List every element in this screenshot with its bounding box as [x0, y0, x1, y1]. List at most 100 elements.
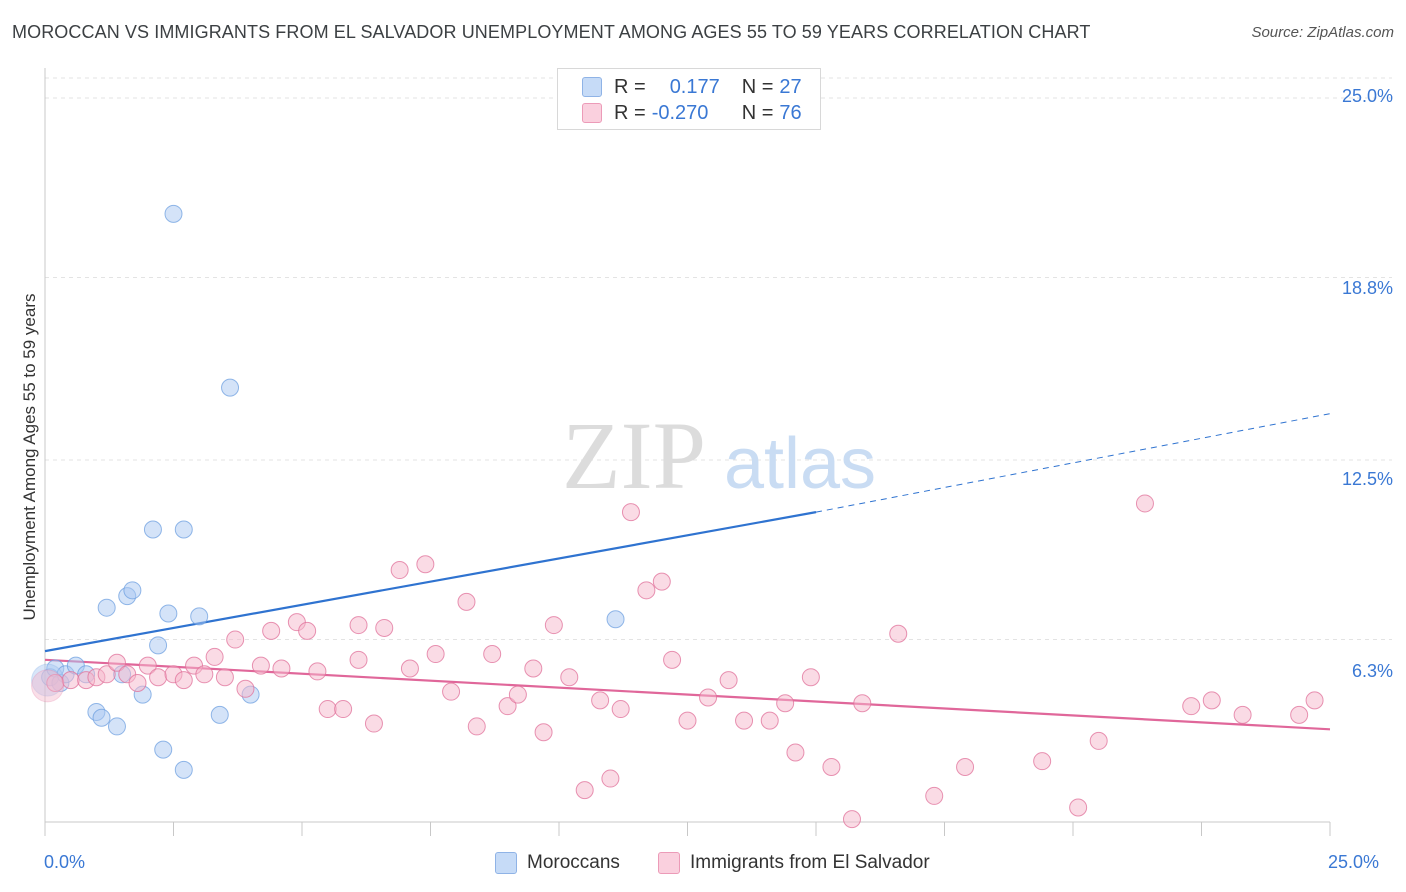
data-point [298, 621, 317, 640]
x-tick-0: 0.0% [44, 852, 86, 872]
data-point [601, 769, 620, 788]
data-point [318, 700, 337, 719]
data-point [822, 757, 841, 776]
data-point [467, 717, 486, 736]
data-point [1305, 691, 1324, 710]
axes [44, 68, 1331, 836]
legend-label-el-salvador: Immigrants from El Salvador [690, 852, 930, 873]
data-point [925, 786, 944, 805]
watermark: ZIP atlas [562, 402, 876, 509]
legend-n-value: 76 [779, 101, 802, 124]
data-point [97, 598, 116, 617]
data-point [524, 659, 543, 678]
y-tick-25: 25.0% [1341, 86, 1393, 106]
legend-n-label: N = [741, 75, 774, 98]
legend-n-value: 27 [779, 75, 802, 98]
data-point [426, 645, 445, 664]
x-tick-25: 25.0% [1328, 852, 1380, 872]
data-point [107, 717, 126, 736]
legend-r-label: R = [614, 75, 646, 98]
watermark-atlas: atlas [724, 424, 876, 504]
data-point [621, 503, 640, 522]
data-point [483, 645, 502, 664]
y-tick-12-5: 12.5% [1341, 469, 1393, 489]
data-point [760, 711, 779, 730]
legend-item-el-salvador: Immigrants from El Salvador [658, 852, 930, 874]
data-point [575, 781, 594, 800]
data-point [61, 671, 80, 690]
data-point [560, 668, 579, 687]
data-point [611, 700, 630, 719]
legend-swatch-pink [658, 852, 680, 874]
data-point [138, 656, 157, 675]
y-tick-18-8: 18.8% [1341, 278, 1393, 298]
data-point [92, 708, 111, 727]
data-point [735, 711, 754, 730]
data-point [678, 711, 697, 730]
legend-swatch-pink [582, 103, 602, 123]
series-legend: Moroccans Immigrants from El Salvador [0, 852, 1406, 878]
data-point [652, 572, 671, 591]
data-point [457, 592, 476, 611]
data-point [416, 555, 435, 574]
data-point [637, 581, 656, 600]
data-point [544, 616, 563, 635]
data-point [1182, 697, 1201, 716]
grid-lines [45, 77, 1392, 641]
legend-row-el-salvador: R = -0.270 N = 76 [582, 101, 802, 125]
data-point [149, 636, 168, 655]
data-point [349, 650, 368, 669]
data-point [221, 378, 240, 397]
watermark-zip: ZIP [562, 402, 706, 509]
legend-label-moroccans: Moroccans [527, 852, 620, 873]
data-point [508, 685, 527, 704]
trend-line-extension [815, 413, 1331, 513]
data-point [143, 520, 162, 539]
data-point [31, 669, 65, 703]
legend-row-moroccans: R = 0.177 N = 27 [582, 75, 802, 99]
legend-item-moroccans: Moroccans [495, 852, 620, 874]
data-point [205, 647, 224, 666]
data-point [308, 662, 327, 681]
data-point [390, 561, 409, 580]
data-point [215, 668, 234, 687]
data-point [1033, 752, 1052, 771]
data-point [375, 618, 394, 637]
data-points [31, 204, 1324, 829]
data-point [210, 705, 229, 724]
data-point [236, 679, 255, 698]
data-point [226, 630, 245, 649]
data-point [786, 743, 805, 762]
data-point [1290, 705, 1309, 724]
data-point [889, 624, 908, 643]
data-point [699, 688, 718, 707]
data-point [159, 604, 178, 623]
data-point [1233, 705, 1252, 724]
legend-swatch-blue [582, 77, 602, 97]
series-moroccans [31, 204, 625, 779]
data-point [1069, 798, 1088, 817]
y-tick-6-3: 6.3% [1351, 661, 1393, 681]
data-point [1202, 691, 1221, 710]
data-point [349, 616, 368, 635]
data-point [154, 740, 173, 759]
data-point [251, 656, 270, 675]
data-point [1135, 494, 1154, 513]
data-point [107, 653, 126, 672]
data-point [534, 723, 553, 742]
data-point [498, 697, 517, 716]
data-point [606, 610, 625, 629]
data-point [591, 691, 610, 710]
data-point [842, 810, 861, 829]
chart-title: MOROCCAN VS IMMIGRANTS FROM EL SALVADOR … [12, 22, 1091, 42]
trend-line [44, 511, 817, 653]
data-point [123, 581, 142, 600]
stats-legend: R = 0.177 N = 27 R = -0.270 N = 76 [557, 68, 821, 130]
legend-r-value: 0.177 [669, 75, 720, 98]
data-point [1089, 731, 1108, 750]
source-label: Source: ZipAtlas.com [1251, 24, 1394, 41]
data-point [97, 665, 116, 684]
data-point [956, 757, 975, 776]
legend-n-label: N = [741, 101, 774, 124]
